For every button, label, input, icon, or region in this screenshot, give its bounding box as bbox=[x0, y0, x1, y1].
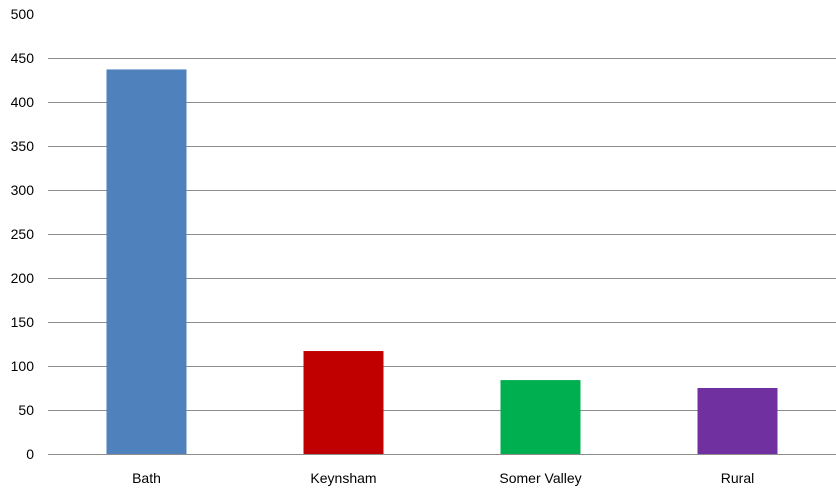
y-tick-label: 200 bbox=[11, 270, 35, 286]
y-tick-label: 150 bbox=[11, 314, 35, 330]
bar-keynsham bbox=[303, 351, 384, 454]
y-tick-labels: 0 50 100 150 200 250 300 350 400 450 500 bbox=[11, 6, 35, 462]
bar-bath bbox=[106, 69, 187, 454]
y-tick-label: 450 bbox=[11, 50, 35, 66]
x-tick-labels: Bath Keynsham Somer Valley Rural bbox=[132, 470, 754, 486]
y-tick-label: 0 bbox=[26, 446, 34, 462]
bars bbox=[106, 69, 778, 454]
y-tick-label: 400 bbox=[11, 94, 35, 110]
x-tick-label: Rural bbox=[721, 470, 754, 486]
y-tick-label: 500 bbox=[11, 6, 35, 22]
y-tick-label: 50 bbox=[18, 402, 34, 418]
x-tick-label: Keynsham bbox=[310, 470, 376, 486]
bar-rural bbox=[697, 388, 778, 454]
y-tick-label: 350 bbox=[11, 138, 35, 154]
y-tick-label: 250 bbox=[11, 226, 35, 242]
y-tick-label: 100 bbox=[11, 358, 35, 374]
x-tick-label: Bath bbox=[132, 470, 161, 486]
x-tick-label: Somer Valley bbox=[499, 470, 581, 486]
y-tick-label: 300 bbox=[11, 182, 35, 198]
bar-somer-valley bbox=[500, 380, 581, 454]
